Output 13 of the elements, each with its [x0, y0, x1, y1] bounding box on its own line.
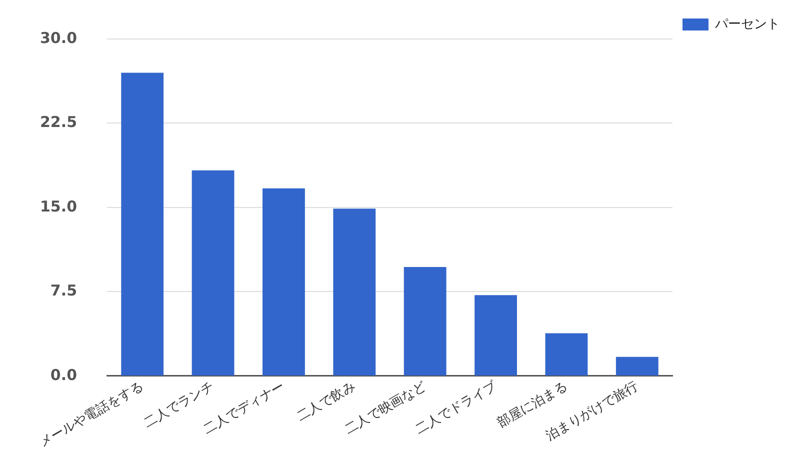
y-tick-label: 30.0: [40, 28, 78, 47]
legend-label: パーセント: [714, 16, 780, 32]
y-tick-label: 7.5: [50, 282, 78, 300]
bar: [404, 267, 446, 376]
bar: [616, 356, 658, 376]
y-tick-label: 15.0: [40, 197, 78, 216]
bar: [474, 295, 517, 376]
bar: [262, 188, 305, 376]
bar: [333, 208, 376, 376]
y-tick-label: 22.5: [40, 113, 78, 132]
bar: [545, 333, 588, 376]
bar: [121, 72, 164, 376]
bar: [192, 170, 234, 376]
